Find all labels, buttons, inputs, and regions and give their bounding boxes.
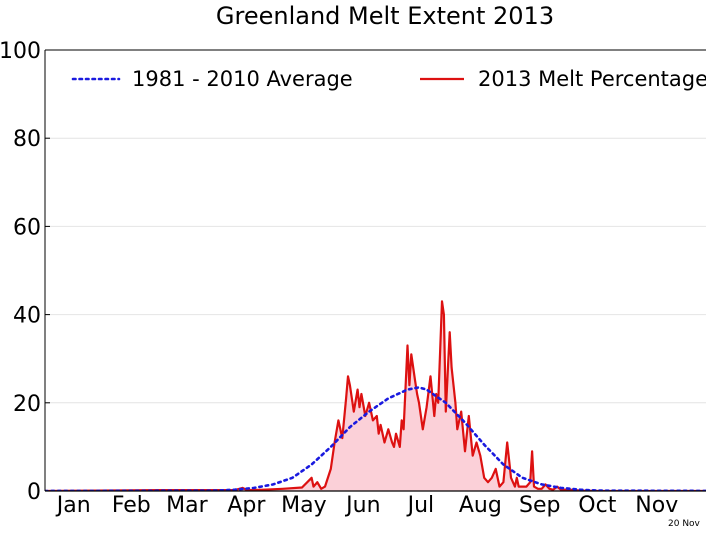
- x-tick-label: Aug: [459, 493, 502, 518]
- x-tick-label: Jan: [55, 493, 91, 518]
- x-tick-label: Nov: [635, 493, 678, 518]
- y-tick-label: 100: [0, 39, 41, 64]
- y-tick-label: 60: [13, 215, 41, 240]
- x-tick-label: May: [281, 493, 326, 518]
- y-tick-label: 20: [13, 392, 41, 417]
- x-tick-label: Apr: [227, 493, 266, 518]
- y-tick-label: 80: [13, 127, 41, 152]
- x-tick-label: Jul: [406, 493, 435, 518]
- chart-title: Greenland Melt Extent 2013: [215, 2, 555, 30]
- legend-average-label: 1981 - 2010 Average: [132, 67, 353, 91]
- x-tick-label: Mar: [166, 493, 208, 518]
- melt-2013-line: [45, 300, 706, 491]
- melt-area-fill: [45, 301, 706, 491]
- footer-date-note: 20 Nov: [668, 519, 700, 529]
- y-tick-label: 0: [27, 480, 41, 505]
- y-tick-label: 40: [13, 304, 41, 329]
- legend: 1981 - 2010 Average 2013 Melt Percentage: [71, 67, 706, 91]
- x-tick-label: Oct: [578, 493, 616, 518]
- average-1981-2010-line: [45, 386, 706, 491]
- x-tick-label: Feb: [112, 493, 151, 518]
- legend-melt-label: 2013 Melt Percentage: [478, 67, 706, 91]
- x-tick-label: Jun: [344, 493, 380, 518]
- grid-lines: [45, 137, 706, 404]
- x-tick-label: Sep: [519, 493, 560, 518]
